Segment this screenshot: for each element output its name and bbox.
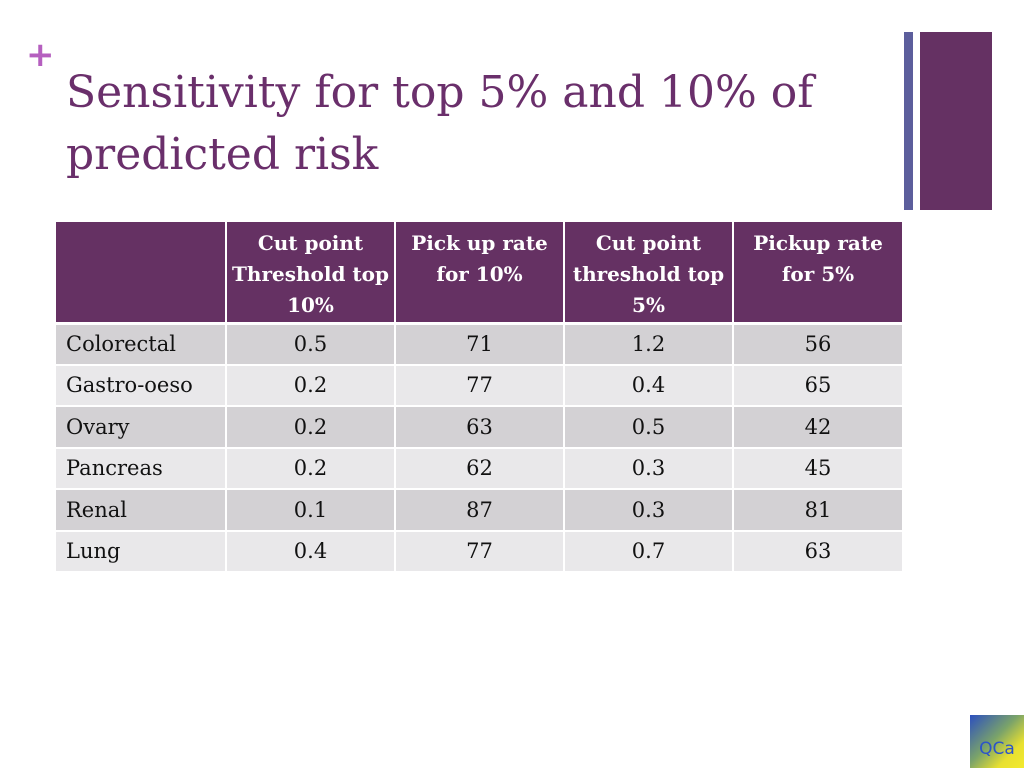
table-cell: 71	[395, 323, 565, 366]
table-cell: 56	[733, 323, 902, 366]
table-row: Renal 0.1 87 0.3 81	[56, 489, 902, 532]
table-cell: 63	[395, 406, 565, 449]
header-pickup-rate-5: Pickup rate for 5%	[733, 222, 902, 325]
table-cell: 63	[733, 530, 902, 573]
table-cell: 0.7	[564, 530, 734, 573]
cancer-site-cell: Gastro-oeso	[56, 364, 227, 407]
accent-bar-thin	[904, 32, 913, 210]
table-cell: 0.5	[564, 406, 734, 449]
logo-text: QCa	[979, 738, 1015, 759]
table-cell: 42	[733, 406, 902, 449]
table-cell: 87	[395, 489, 565, 532]
slide-title: Sensitivity for top 5% and 10% of predic…	[66, 67, 814, 180]
table-cell: 0.2	[226, 447, 396, 490]
table-row: Lung 0.4 77 0.7 63	[56, 530, 902, 573]
table-header-row: Cut point Threshold top 10% Pick up rate…	[56, 222, 902, 325]
table-cell: 81	[733, 489, 902, 532]
table-cell: 45	[733, 447, 902, 490]
table-cell: 0.5	[226, 323, 396, 366]
header-cut-point-10: Cut point Threshold top 10%	[226, 222, 396, 325]
plus-icon: +	[26, 35, 55, 75]
table-row: Ovary 0.2 63 0.5 42	[56, 406, 902, 449]
table-row: Colorectal 0.5 71 1.2 56	[56, 323, 902, 366]
table-cell: 0.4	[564, 364, 734, 407]
table-cell: 62	[395, 447, 565, 490]
table-cell: 65	[733, 364, 902, 407]
qca-logo: QCa	[970, 715, 1024, 768]
accent-bar-thick	[920, 32, 992, 210]
table-cell: 0.4	[226, 530, 396, 573]
table-row: Gastro-oeso 0.2 77 0.4 65	[56, 364, 902, 407]
cancer-site-cell: Ovary	[56, 406, 227, 449]
sensitivity-table: Cut point Threshold top 10% Pick up rate…	[56, 222, 902, 573]
table-cell: 1.2	[564, 323, 734, 366]
cancer-site-cell: Lung	[56, 530, 227, 573]
table-row: Pancreas 0.2 62 0.3 45	[56, 447, 902, 490]
cancer-site-cell: Colorectal	[56, 323, 227, 366]
table-cell: 77	[395, 530, 565, 573]
table-cell: 0.1	[226, 489, 396, 532]
table-cell: 0.3	[564, 447, 734, 490]
table-cell: 0.2	[226, 364, 396, 407]
table-cell: 77	[395, 364, 565, 407]
cancer-site-cell: Renal	[56, 489, 227, 532]
header-cell-blank	[56, 222, 227, 325]
table-cell: 0.3	[564, 489, 734, 532]
header-pickup-rate-10: Pick up rate for 10%	[395, 222, 565, 325]
header-cut-point-5: Cut point threshold top 5%	[564, 222, 734, 325]
table-cell: 0.2	[226, 406, 396, 449]
cancer-site-cell: Pancreas	[56, 447, 227, 490]
